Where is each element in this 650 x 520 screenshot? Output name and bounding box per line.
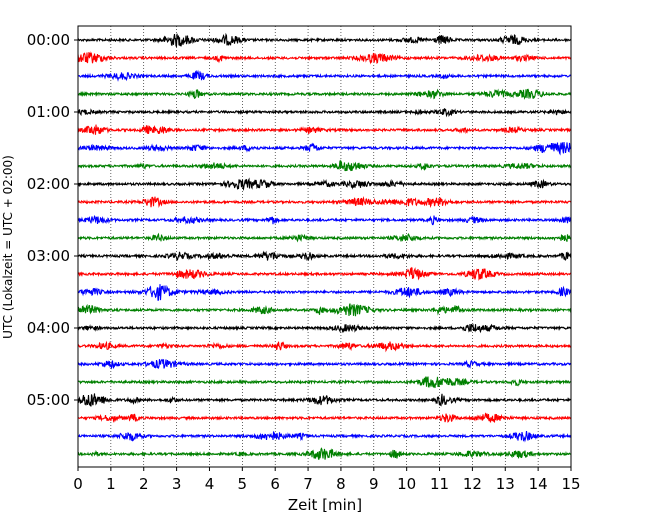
trace-row — [77, 412, 572, 423]
x-tick-label: 10 — [397, 475, 416, 493]
trace-row — [77, 266, 572, 281]
x-tick-label: 6 — [270, 475, 280, 493]
trace-row — [77, 69, 572, 82]
x-tick-label: 2 — [139, 475, 149, 493]
x-tick-label: 4 — [205, 475, 215, 493]
y-tick-label: 00:00 — [27, 31, 70, 49]
x-tick-label: 8 — [336, 475, 346, 493]
y-tick-label: 02:00 — [27, 175, 70, 193]
y-tick-label: 04:00 — [27, 319, 70, 337]
trace-row — [77, 159, 572, 172]
trace-row — [77, 358, 572, 370]
trace-row — [77, 430, 572, 443]
trace-row — [77, 447, 572, 460]
x-tick-label: 0 — [73, 475, 83, 493]
plot-background — [78, 26, 571, 467]
trace-row — [77, 195, 572, 209]
trace-row — [77, 177, 572, 191]
trace-row — [77, 250, 572, 262]
plot-border — [77, 25, 572, 468]
x-tick-label: 15 — [561, 475, 580, 493]
trace-row — [77, 340, 572, 353]
trace-row — [77, 393, 572, 407]
trace-row — [77, 232, 572, 243]
x-tick-label: 7 — [303, 475, 313, 493]
x-tick-label: 14 — [529, 475, 548, 493]
trace-row — [77, 108, 572, 118]
x-tick-label: 11 — [430, 475, 449, 493]
plot-frame — [77, 25, 572, 468]
trace-row — [77, 376, 572, 389]
y-axis: 00:00 01:00 02:00 03:00 04:00 05:00 — [27, 31, 78, 409]
trace-row — [77, 284, 572, 301]
trace-row — [77, 88, 572, 100]
x-axis-label: Zeit [min] — [288, 496, 362, 514]
trace-group — [77, 32, 572, 460]
trace-row — [77, 51, 572, 65]
y-tick-label: 01:00 — [27, 103, 70, 121]
trace-row — [77, 124, 572, 135]
plot-area — [78, 26, 571, 467]
x-tick-label: 13 — [496, 475, 515, 493]
x-tick-label: 5 — [238, 475, 248, 493]
trace-row — [77, 323, 572, 334]
x-tick-label: 1 — [106, 475, 116, 493]
y-tick-label: 05:00 — [27, 391, 70, 409]
y-axis-label: UTC (Lokalzeit = UTC + 02:00) — [1, 155, 15, 339]
x-tick-label: 3 — [172, 475, 182, 493]
trace-row — [77, 142, 572, 156]
y-tick-label: 03:00 — [27, 247, 70, 265]
trace-row — [77, 214, 572, 226]
x-tick-label: 9 — [369, 475, 379, 493]
trace-row — [77, 303, 572, 317]
x-tick-label: 12 — [463, 475, 482, 493]
trace-row — [77, 32, 572, 48]
x-axis: 0 1 2 3 4 5 6 7 8 9 10 11 12 13 14 15 — [73, 467, 581, 493]
